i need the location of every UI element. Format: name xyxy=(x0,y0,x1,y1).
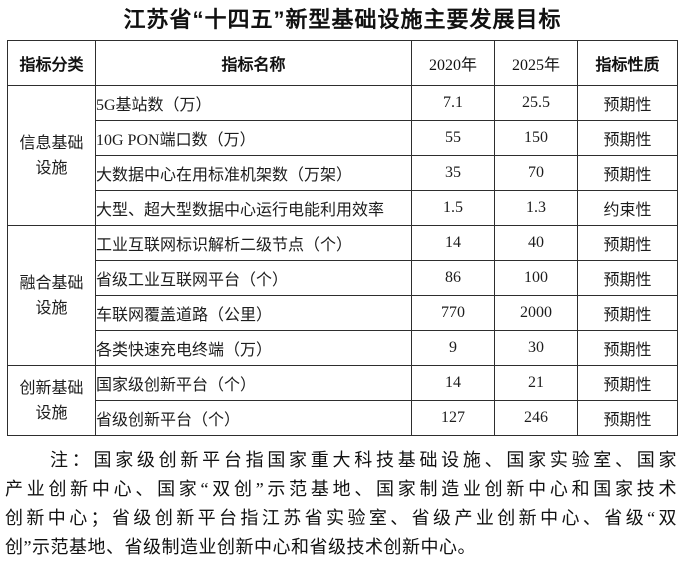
footnote-line: 注：国家级创新平台指国家重大科技基础设施、国家实验室、国家 xyxy=(50,450,677,470)
footnote-line: 产业创新中心、国家“双创”示范基地、国家制造业创新中心和国家技术 xyxy=(5,479,677,499)
table-row: 信息基础 设施 5G基站数（万） 7.1 25.5 预期性 xyxy=(7,85,678,226)
indicator-name: 省级创新平台（个） xyxy=(95,400,412,436)
targets-table: 指标分类 指标名称 2020年 2025年 指标性质 信息基础 设施 5G基站数… xyxy=(7,40,678,436)
value-2020: 770 xyxy=(411,295,495,331)
indicator-name: 5G基站数（万） xyxy=(95,85,412,121)
indicator-nature: 预期性 xyxy=(577,330,678,366)
footnote-line: 创”示范基地、省级制造业创新中心和省级技术创新中心。 xyxy=(5,537,476,557)
indicator-name: 大数据中心在用标准机架数（万架） xyxy=(95,155,412,191)
category-label-line2: 设施 xyxy=(35,159,68,177)
table-row: 省级创新平台（个） 127 246 预期性 xyxy=(8,400,678,436)
indicator-nature: 预期性 xyxy=(577,85,678,121)
table-row: 车联网覆盖道路（公里） 770 2000 预期性 xyxy=(8,295,678,331)
indicator-name: 工业互联网标识解析二级节点（个） xyxy=(95,225,412,261)
indicator-nature: 预期性 xyxy=(577,400,678,436)
indicator-name: 国家级创新平台（个） xyxy=(95,365,412,401)
table-row: 创新基础 设施 国家级创新平台（个） 14 21 预期性 xyxy=(7,365,678,436)
value-2025: 40 xyxy=(494,225,578,261)
value-2025: 150 xyxy=(494,120,578,156)
indicator-name: 10G PON端口数（万） xyxy=(95,120,412,156)
indicator-name: 车联网覆盖道路（公里） xyxy=(95,295,412,331)
category-label-line2: 设施 xyxy=(35,299,68,317)
indicator-name: 各类快速充电终端（万） xyxy=(95,330,412,366)
value-2020: 86 xyxy=(411,260,495,296)
value-2020: 9 xyxy=(411,330,495,366)
value-2020: 7.1 xyxy=(411,85,495,121)
indicator-nature: 预期性 xyxy=(577,365,678,401)
value-2020: 14 xyxy=(411,225,495,261)
header-year-2025: 2025年 xyxy=(494,40,578,86)
table-row: 融合基础 设施 工业互联网标识解析二级节点（个） 14 40 预期性 xyxy=(7,225,678,366)
category-cell-information-infrastructure: 信息基础 设施 xyxy=(7,85,96,226)
category-label-line1: 创新基础 xyxy=(19,379,84,397)
category-label-line1: 信息基础 xyxy=(19,134,84,152)
value-2020: 35 xyxy=(411,155,495,191)
category-cell-integration-infrastructure: 融合基础 设施 xyxy=(7,225,96,366)
indicator-nature: 预期性 xyxy=(577,120,678,156)
indicator-nature: 预期性 xyxy=(577,155,678,191)
table-row: 大数据中心在用标准机架数（万架） 35 70 预期性 xyxy=(8,155,678,191)
value-2025: 30 xyxy=(494,330,578,366)
value-2025: 70 xyxy=(494,155,578,191)
table-row: 大型、超大型数据中心运行电能利用效率 1.5 1.3 约束性 xyxy=(8,190,678,226)
category-label-line1: 融合基础 xyxy=(19,274,84,292)
footnote: 注：国家级创新平台指国家重大科技基础设施、国家实验室、国家 产业创新中心、国家“… xyxy=(5,446,677,562)
value-2020: 14 xyxy=(411,365,495,401)
indicator-nature: 约束性 xyxy=(577,190,678,226)
value-2025: 100 xyxy=(494,260,578,296)
value-2025: 21 xyxy=(494,365,578,401)
table-row: 各类快速充电终端（万） 9 30 预期性 xyxy=(8,330,678,366)
header-year-2020: 2020年 xyxy=(411,40,495,86)
indicator-name: 大型、超大型数据中心运行电能利用效率 xyxy=(95,190,412,226)
indicator-nature: 预期性 xyxy=(577,295,678,331)
value-2020: 55 xyxy=(411,120,495,156)
document-page: 江苏省“十四五”新型基础设施主要发展目标 指标分类 指标名称 2020年 202… xyxy=(0,4,685,571)
table-header-row: 指标分类 指标名称 2020年 2025年 指标性质 xyxy=(7,40,678,86)
value-2025: 1.3 xyxy=(494,190,578,226)
value-2020: 1.5 xyxy=(411,190,495,226)
header-indicator-name: 指标名称 xyxy=(95,40,412,86)
indicator-nature: 预期性 xyxy=(577,260,678,296)
footnote-line: 创新中心；省级创新平台指江苏省实验室、省级产业创新中心、省级“双 xyxy=(5,508,677,528)
value-2025: 2000 xyxy=(494,295,578,331)
header-indicator-nature: 指标性质 xyxy=(577,40,678,86)
table-row: 省级工业互联网平台（个） 86 100 预期性 xyxy=(8,260,678,296)
category-label-line2: 设施 xyxy=(35,404,68,422)
indicator-nature: 预期性 xyxy=(577,225,678,261)
page-title: 江苏省“十四五”新型基础设施主要发展目标 xyxy=(123,7,562,32)
indicator-name: 省级工业互联网平台（个） xyxy=(95,260,412,296)
category-cell-innovation-infrastructure: 创新基础 设施 xyxy=(7,365,96,436)
value-2020: 127 xyxy=(411,400,495,436)
header-indicator-category: 指标分类 xyxy=(7,40,96,86)
value-2025: 246 xyxy=(494,400,578,436)
table-row: 10G PON端口数（万） 55 150 预期性 xyxy=(8,120,678,156)
value-2025: 25.5 xyxy=(494,85,578,121)
